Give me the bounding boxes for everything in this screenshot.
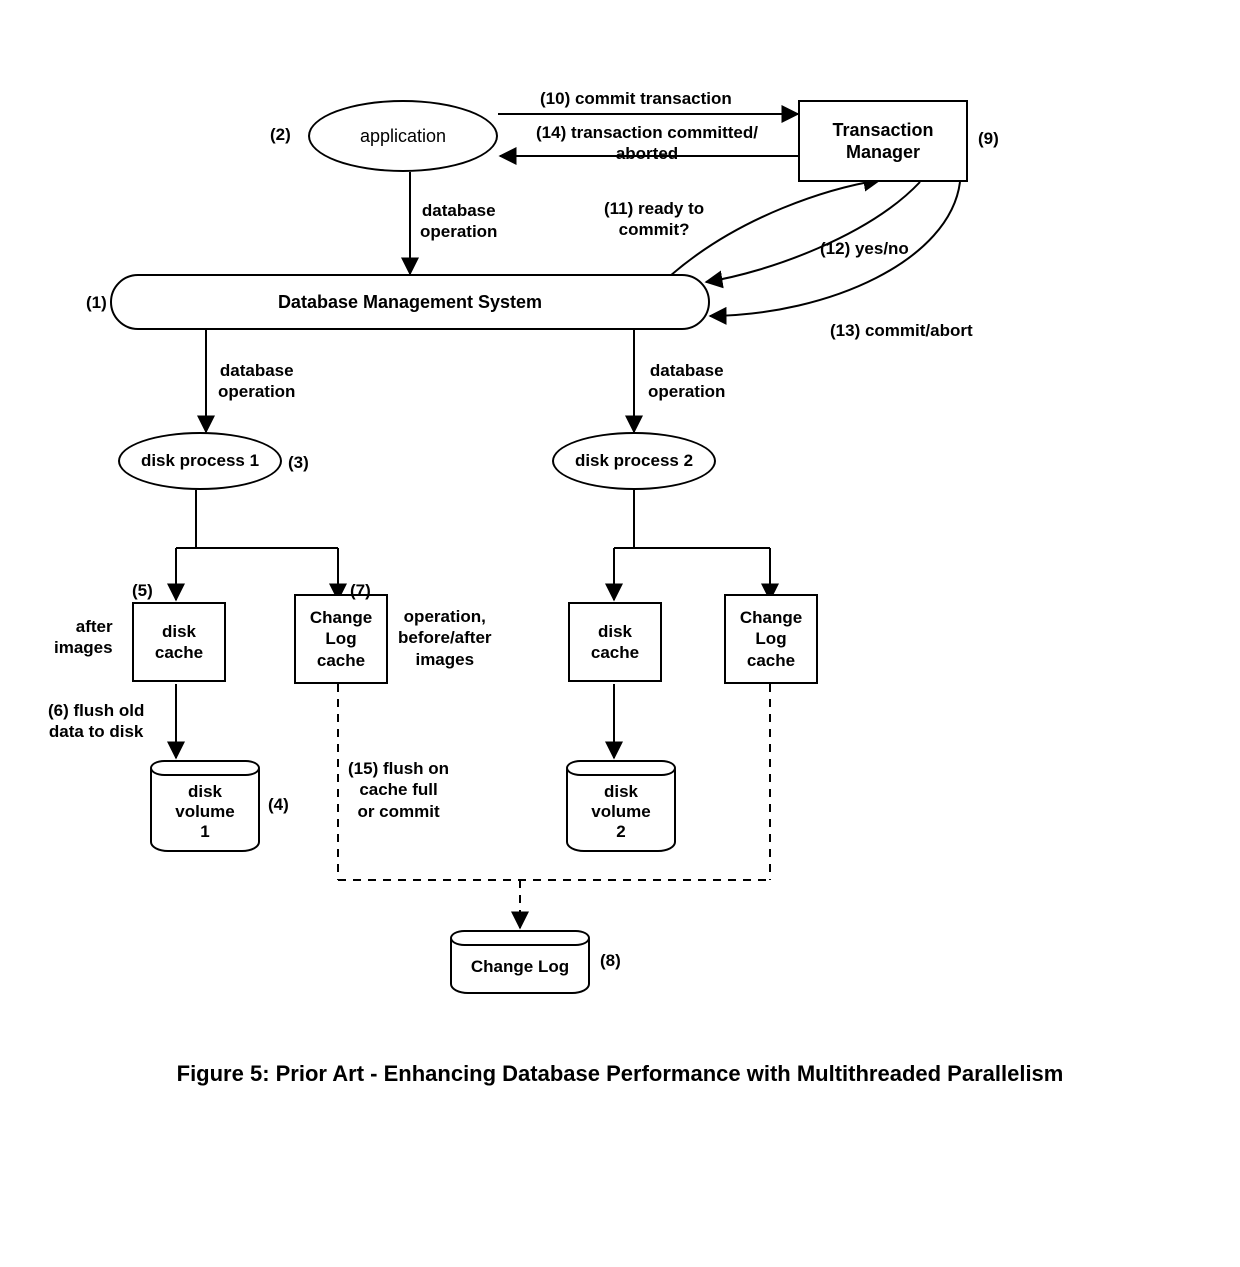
disk-volume-1-node: disk volume 1: [150, 760, 260, 852]
label-6: (6) flush old data to disk: [48, 700, 144, 743]
label-db-op-2: database operation: [218, 360, 295, 403]
label-db-op-3: database operation: [648, 360, 725, 403]
change-log-cache-2-node: Change Log cache: [724, 594, 818, 684]
label-10: (10) commit transaction: [540, 88, 732, 109]
label-after-images: after images: [54, 616, 113, 659]
diagram-canvas: application Transaction Manager Database…: [0, 0, 1240, 1267]
label-db-op-1: database operation: [420, 200, 497, 243]
disk-volume-2-node: disk volume 2: [566, 760, 676, 852]
label-11: (11) ready to commit?: [604, 198, 704, 241]
ref-8: (8): [600, 950, 621, 971]
disk-process-1-node: disk process 1: [118, 432, 282, 490]
ref-7: (7): [350, 580, 371, 601]
disk-process-2-node: disk process 2: [552, 432, 716, 490]
disk-cache-1-node: disk cache: [132, 602, 226, 682]
ref-9: (9): [978, 128, 999, 149]
ref-5: (5): [132, 580, 153, 601]
label-12: (12) yes/no: [820, 238, 909, 259]
label-15: (15) flush on cache full or commit: [348, 758, 449, 822]
dbms-node: Database Management System: [110, 274, 710, 330]
label-13: (13) commit/abort: [830, 320, 973, 341]
label-op-bai: operation, before/after images: [398, 606, 492, 670]
figure-caption: Figure 5: Prior Art - Enhancing Database…: [0, 1060, 1240, 1088]
change-log-node: Change Log: [450, 930, 590, 994]
ref-1: (1): [86, 292, 107, 313]
ref-4: (4): [268, 794, 289, 815]
label-14: (14) transaction committed/ aborted: [536, 122, 758, 165]
disk-cache-2-node: disk cache: [568, 602, 662, 682]
application-node: application: [308, 100, 498, 172]
ref-3: (3): [288, 452, 309, 473]
transaction-manager-node: Transaction Manager: [798, 100, 968, 182]
change-log-cache-1-node: Change Log cache: [294, 594, 388, 684]
ref-2: (2): [270, 124, 291, 145]
